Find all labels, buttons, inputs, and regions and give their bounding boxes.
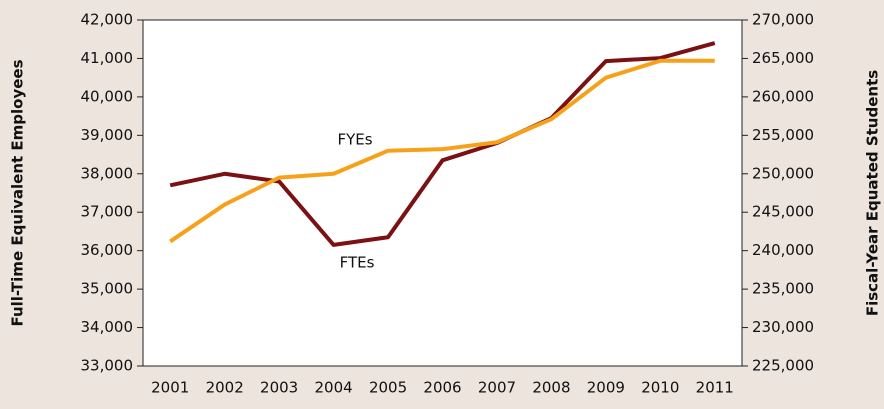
y2-tick-label: 265,000 [752,49,814,67]
y-tick-label: 37,000 [81,203,134,221]
y-tick-label: 33,000 [81,357,134,375]
y2-tick-label: 230,000 [752,318,814,336]
x-tick-label: 2009 [587,379,625,397]
y2-tick-label: 235,000 [752,280,814,298]
plot-area [142,19,743,367]
series-line [169,41,716,247]
x-tick-label: 2002 [206,379,244,397]
y-axis-title: Full-Time Equivalent Employees [9,59,27,326]
x-tick-label: 2011 [696,379,734,397]
y-tick-label: 41,000 [81,49,134,67]
y2-axis-title: Fiscal-Year Equated Students [864,70,882,316]
x-tick-label: 2007 [478,379,516,397]
y-tick-label: 35,000 [81,280,134,298]
y2-tick-label: 270,000 [752,11,814,29]
x-tick-label: 2004 [314,379,352,397]
y-tick-label: 36,000 [81,241,134,259]
series-annotation: FTEs [340,254,375,272]
series-annotation: FYEs [337,131,372,149]
y2-tick-label: 260,000 [752,87,814,105]
y2-tick-label: 240,000 [752,241,814,259]
y-tick-label: 39,000 [81,126,134,144]
y2-tick-label: 255,000 [752,126,814,144]
y2-tick-label: 245,000 [752,203,814,221]
y2-tick-label: 225,000 [752,357,814,375]
x-tick-label: 2003 [260,379,298,397]
x-tick-label: 2001 [151,379,189,397]
x-tick-label: 2006 [423,379,461,397]
series-line [169,58,715,244]
y-tick-label: 34,000 [81,318,134,336]
y-tick-label: 42,000 [81,11,134,29]
y-tick-label: 38,000 [81,164,134,182]
x-tick-label: 2008 [532,379,570,397]
y-tick-label: 40,000 [81,87,134,105]
x-tick-label: 2005 [369,379,407,397]
x-tick-label: 2010 [641,379,679,397]
y2-tick-label: 250,000 [752,164,814,182]
